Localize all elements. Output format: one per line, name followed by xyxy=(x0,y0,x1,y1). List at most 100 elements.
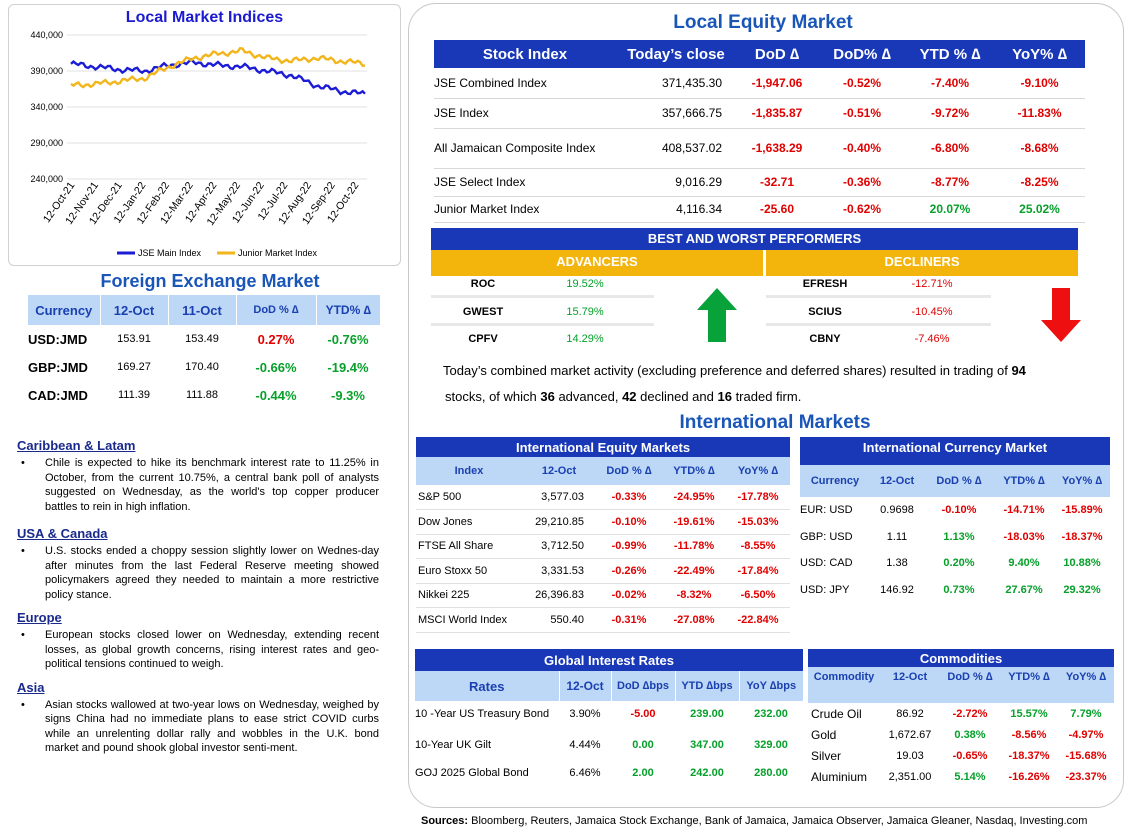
intl-equity-header: Index xyxy=(416,457,522,485)
intl-currency-table: International Currency Market Currency 1… xyxy=(800,437,1110,603)
advancers-label: ADVANCERS xyxy=(431,250,763,276)
equity-value: 29,210.85 xyxy=(535,515,584,528)
rate-name: 10-Year UK Gilt xyxy=(415,739,492,751)
fx-header: Currency xyxy=(28,295,100,325)
equity-index-name: Dow Jones xyxy=(418,515,473,528)
news-text: Asian stocks wallowed at two-year lows o… xyxy=(45,698,379,755)
decliner-pct: -12.71% xyxy=(911,278,953,290)
rate-value: 3.90% xyxy=(569,708,601,720)
down-arrow-icon xyxy=(1041,288,1081,342)
equity-dod: -0.99% xyxy=(611,540,647,553)
currency-yoy: 10.88% xyxy=(1063,557,1101,570)
intl-equity-row: FTSE All Share 3,712.50 -0.99% -11.78% -8.55… xyxy=(416,534,790,559)
currency-ytd: 27.67% xyxy=(1005,583,1043,596)
equity-value: 3,577.03 xyxy=(541,491,584,503)
news-heading: Caribbean & Latam xyxy=(17,438,136,453)
y-tick-label: 390,000 xyxy=(30,66,63,76)
summary-declined: 42 xyxy=(622,389,637,404)
local-equity-header: YoY% ∆ xyxy=(994,40,1085,68)
news-item: • European stocks closed lower on Wednesd… xyxy=(17,628,379,672)
summary-text: stocks, of which xyxy=(445,389,541,404)
news-section: Europe • European stocks closed lower on W… xyxy=(17,610,379,672)
local-equity-header: Stock Index xyxy=(434,40,616,68)
fx-currency: GBP:JMD xyxy=(28,359,88,375)
y-tick-label: 340,000 xyxy=(30,102,63,112)
currency-yoy: -18.37% xyxy=(1061,530,1103,543)
legend-label: Junior Market Index xyxy=(238,248,318,258)
equity-ytd: -11.78% xyxy=(673,540,715,553)
local-indices-chart: 440,000390,000340,000290,000240,00012-Oc… xyxy=(30,30,367,258)
commodity-dod: 5.14% xyxy=(954,770,986,783)
news-text: European stocks closed lower on Wednesda… xyxy=(45,629,379,670)
index-close: 9,016.29 xyxy=(675,175,722,189)
fx-rate-prev: 111.88 xyxy=(185,389,218,401)
intl-currency-header: DoD % ∆ xyxy=(924,465,994,497)
commodities-header: YTD% ∆ xyxy=(1000,667,1058,703)
index-yoy: -8.25% xyxy=(1020,175,1059,189)
intl-equity-row: Nikkei 225 26,396.83 -0.02% -8.32% -6.50% xyxy=(416,583,790,608)
sources-text: Bloomberg, Reuters, Jamaica Stock Exchan… xyxy=(468,815,1088,827)
advancer-row: CPFV 14.29% xyxy=(431,333,654,353)
fx-rate-today: 169.27 xyxy=(117,361,151,373)
equity-dod: -0.26% xyxy=(611,564,647,577)
intl-equity-header: 12-Oct xyxy=(522,457,596,485)
equity-yoy: -15.03% xyxy=(737,515,779,528)
news-item: • Asian stocks wallowed at two-year lows … xyxy=(17,698,379,756)
fx-header: 12-Oct xyxy=(99,295,168,325)
fx-table: Currency 12-Oct 11-Oct DoD % ∆ YTD% ∆ US… xyxy=(28,295,380,409)
index-dod-pct: -0.52% xyxy=(842,75,882,90)
commodity-name: Aluminium xyxy=(811,769,868,784)
news-heading: USA & Canada xyxy=(17,526,108,541)
fx-ytd: -0.76% xyxy=(327,331,369,347)
local-equity-row: Junior Market Index 4,116.34 -25.60 -0.62% 2… xyxy=(434,196,1085,222)
bullet-icon: • xyxy=(21,545,25,557)
currency-ytd: -14.71% xyxy=(1003,504,1045,517)
legend-label: JSE Main Index xyxy=(138,248,202,258)
rate-dod: 0.00 xyxy=(632,739,654,751)
commodities-table: Commodities Commodity 12-Oct DoD % ∆ YTD… xyxy=(808,649,1114,787)
index-yoy: -9.10% xyxy=(1020,75,1059,90)
intl-equity-header: DoD % ∆ xyxy=(596,457,662,485)
news-item: • U.S. stocks ended a choppy session slig… xyxy=(17,544,379,602)
commodity-row: Aluminium 2,351.00 5.14% -16.26% -23.37% xyxy=(808,766,1114,787)
rate-name: 10 -Year US Treasury Bond xyxy=(415,708,550,720)
rates-header: 12-Oct xyxy=(558,671,611,701)
series-line-junior xyxy=(70,47,366,89)
local-equity-title: Local Equity Market xyxy=(673,12,853,33)
chart-title: Local Market Indices xyxy=(125,9,284,26)
currency-dod: 0.20% xyxy=(943,557,975,570)
sources-label: Sources: xyxy=(421,815,469,827)
local-equity-header: YTD % ∆ xyxy=(906,40,994,68)
index-ytd: -9.72% xyxy=(930,106,970,120)
summary-firm: 16 xyxy=(717,389,732,404)
market-summary: Today’s combined market activity (exclud… xyxy=(443,358,1083,410)
intl-equity-row: MSCI World Index 550.40 -0.31% -27.08% -22.8… xyxy=(416,608,790,632)
intl-equity-header: YoY% ∆ xyxy=(726,457,790,485)
index-dod: -1,638.29 xyxy=(751,141,803,155)
index-yoy: 25.02% xyxy=(1019,202,1060,216)
commodity-value: 86.92 xyxy=(896,707,924,720)
rates-header-row: Rates 12-Oct DoD ∆bps YTD ∆bps YoY ∆bps xyxy=(415,671,803,701)
local-equity-header: DoD ∆ xyxy=(736,40,818,68)
bullet-icon: • xyxy=(21,457,25,469)
commodity-value: 2,351.00 xyxy=(888,770,932,783)
fx-row: USD:JMD 153.91 153.49 0.27% -0.76% xyxy=(28,325,380,353)
intl-equity-row: Euro Stoxx 50 3,331.53 -0.26% -22.49% -17.84… xyxy=(416,559,790,583)
local-equity-row: JSE Combined Index 371,435.30 -1,947.06 -0.… xyxy=(434,68,1085,98)
commodities-header: DoD % ∆ xyxy=(940,667,1000,703)
decliner-row: SCIUS -10.45% xyxy=(766,306,991,326)
news-text: U.S. stocks ended a choppy session sligh… xyxy=(45,545,379,601)
currency-dod: -0.10% xyxy=(941,504,977,517)
index-dod: -1,947.06 xyxy=(751,75,803,90)
fx-row: GBP:JMD 169.27 170.40 -0.66% -19.4% xyxy=(28,353,380,381)
commodity-name: Silver xyxy=(811,748,842,763)
commodities-header-row: Commodity 12-Oct DoD % ∆ YTD% ∆ YoY% ∆ xyxy=(808,667,1114,703)
index-name: All Jamaican Composite Index xyxy=(434,141,596,155)
rate-ytd: 242.00 xyxy=(690,767,724,779)
news-heading: Europe xyxy=(17,610,62,625)
equity-dod: -0.10% xyxy=(611,515,647,528)
index-dod-pct: -0.36% xyxy=(842,175,882,189)
commodity-row: Silver 19.03 -0.65% -18.37% -15.68% xyxy=(808,745,1114,766)
intl-currency-row: USD: CAD 1.38 0.20% 9.40% 10.88% xyxy=(800,550,1110,577)
news-text: Chile is expected to hike its benchmark … xyxy=(45,457,379,513)
